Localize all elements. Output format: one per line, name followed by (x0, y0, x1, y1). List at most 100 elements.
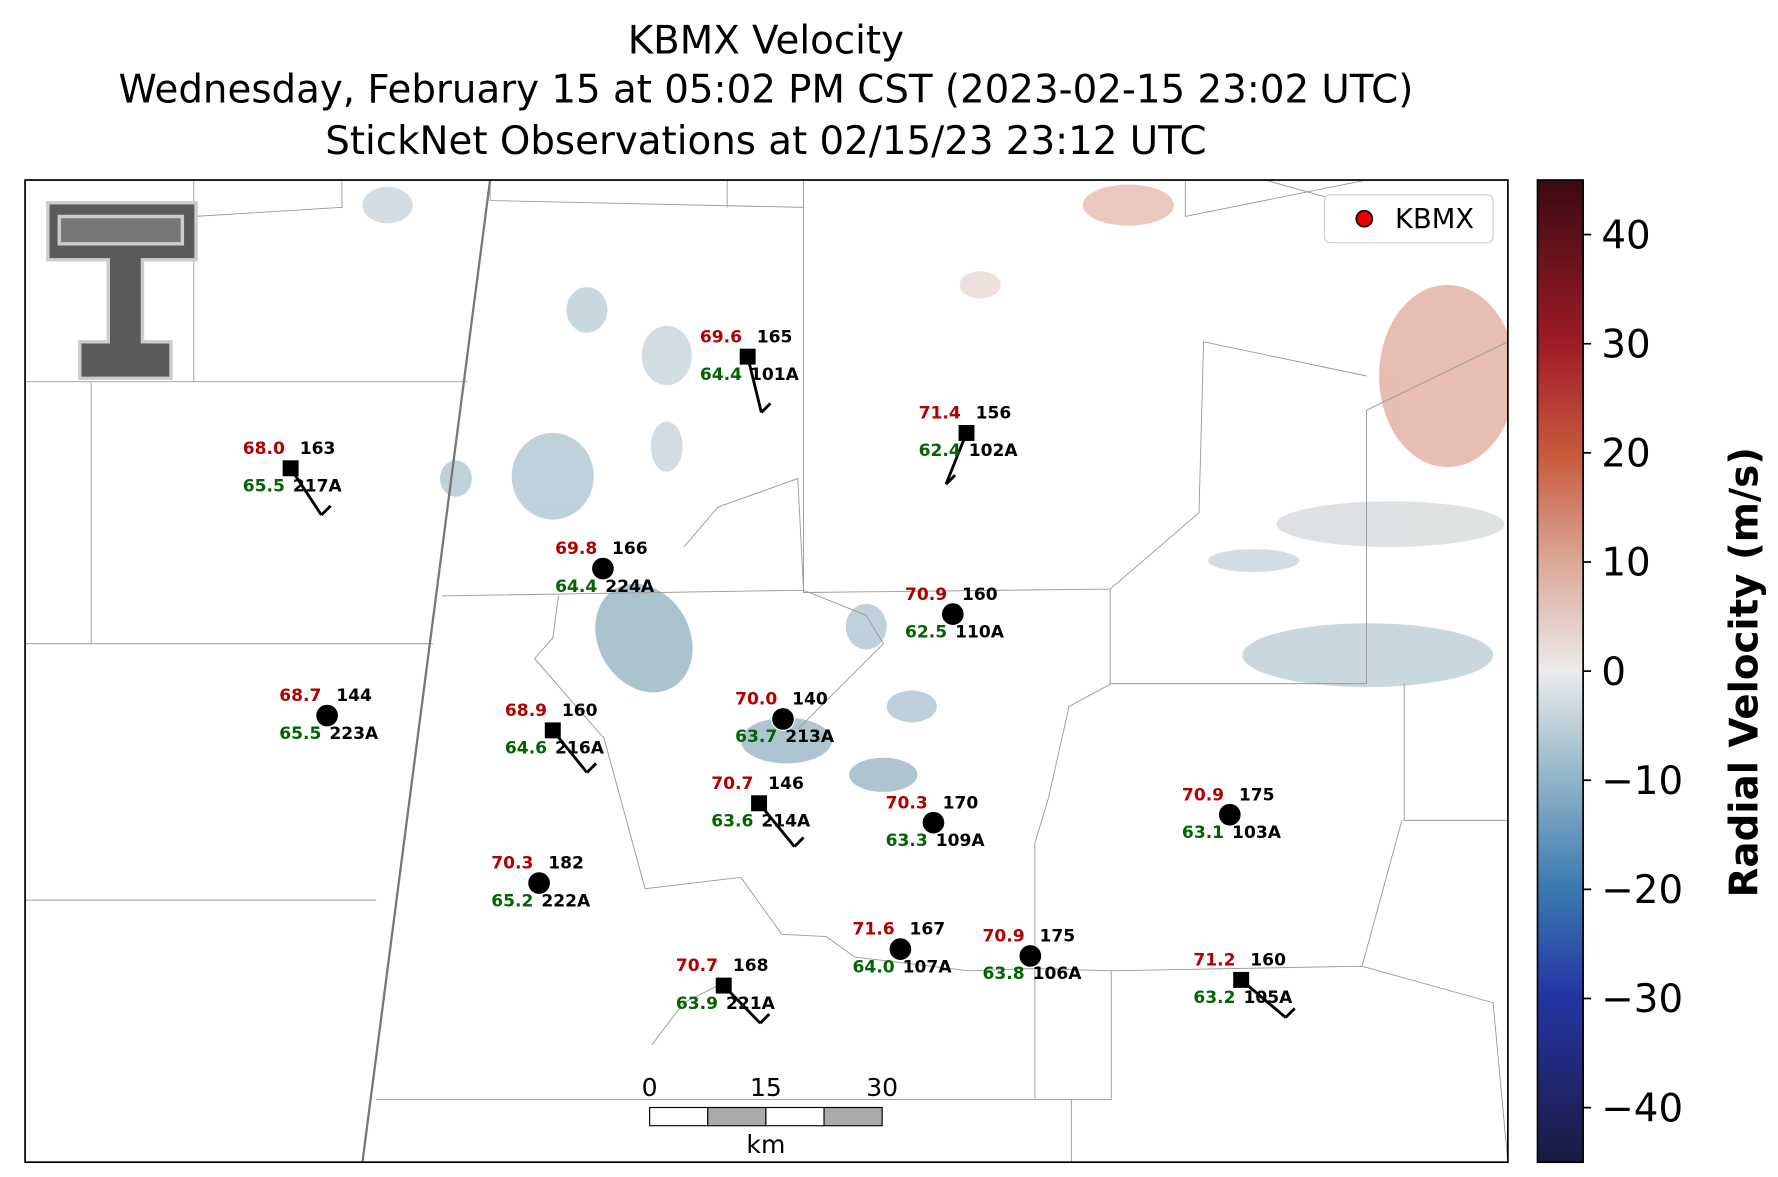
legend-label: KBMX (1395, 204, 1474, 235)
station-marker (715, 977, 732, 994)
temperature: 71.2 (1193, 951, 1235, 971)
temperature: 70.7 (676, 956, 718, 976)
station: 70.9 160 62.5 110A (905, 585, 1005, 643)
temperature: 70.9 (1182, 785, 1224, 805)
pressure: 160 (562, 701, 598, 721)
station-marker (315, 703, 340, 728)
scale-unit: km (746, 1130, 785, 1159)
dewpoint: 63.7 (735, 727, 777, 747)
station-id: 109A (936, 831, 986, 851)
station-marker (751, 795, 768, 812)
subtitle: StickNet Observations at 02/15/23 23:12 … (325, 119, 1206, 164)
station: 70.7 168 63.9 221A (676, 956, 776, 1025)
temperature: 70.3 (886, 793, 928, 813)
temperature: 68.9 (505, 701, 547, 721)
colorbar-tick-label: −30 (1601, 977, 1683, 1022)
dewpoint: 64.0 (853, 957, 895, 977)
temperature: 70.9 (982, 927, 1024, 947)
colorbar-tick-label: −40 (1601, 1086, 1683, 1131)
dewpoint: 65.5 (243, 477, 285, 497)
station-id: 106A (1033, 964, 1083, 984)
legend: KBMX (1323, 194, 1494, 244)
station-id: 221A (726, 994, 776, 1014)
station: 71.6 167 64.0 107A (853, 920, 953, 978)
dewpoint: 64.4 (700, 365, 742, 385)
station-marker (1018, 943, 1043, 968)
colorbar-tick-label: −20 (1601, 868, 1683, 913)
colorbar-tick-label: 10 (1601, 541, 1650, 586)
wind-barb (1284, 1007, 1296, 1019)
colorbar-tick-label: 0 (1601, 650, 1626, 695)
wind-barb (944, 474, 957, 486)
colorbar-tick-label: 20 (1601, 432, 1650, 477)
temperature: 70.0 (735, 690, 777, 710)
wind-barb (320, 504, 332, 517)
titles: KBMX Velocity Wednesday, February 15 at … (118, 19, 1413, 164)
station-id: 103A (1232, 823, 1282, 843)
station-id: 102A (969, 441, 1019, 461)
station: 68.7 144 65.5 223A (279, 686, 379, 744)
dewpoint: 64.4 (555, 577, 597, 597)
station-id: 216A (555, 739, 605, 759)
wind-barb (760, 402, 772, 414)
pressure: 166 (612, 539, 648, 559)
station-id: 107A (903, 957, 953, 977)
station-marker (1217, 802, 1242, 827)
scale-tick-label: 15 (750, 1073, 782, 1102)
dewpoint: 63.3 (886, 831, 928, 851)
title: KBMX Velocity (628, 19, 904, 64)
colorbar-tick-label: 40 (1601, 213, 1650, 258)
scale-tick-label: 0 (642, 1073, 658, 1102)
dewpoint: 62.4 (919, 441, 961, 461)
station-id: 224A (605, 577, 655, 597)
scale-segment (765, 1106, 825, 1127)
dewpoint: 64.6 (505, 739, 547, 759)
station-marker (888, 937, 913, 962)
pressure: 182 (548, 854, 584, 874)
temperature: 68.0 (243, 439, 285, 459)
station-id: 110A (955, 622, 1005, 642)
subtitle: Wednesday, February 15 at 05:02 PM CST (… (118, 68, 1413, 113)
temperature: 71.6 (853, 920, 895, 940)
temperature: 70.9 (905, 585, 947, 605)
station: 68.9 160 64.6 216A (505, 701, 605, 774)
station-id: 213A (785, 727, 835, 747)
station-marker (282, 460, 299, 477)
pressure: 175 (1039, 927, 1075, 947)
station-id: 101A (750, 365, 800, 385)
logo (46, 201, 198, 380)
station-marker (771, 706, 795, 731)
station: 70.0 140 63.7 213A (735, 690, 835, 748)
station: 69.6 165 64.4 101A (700, 327, 800, 414)
pressure: 146 (768, 774, 804, 794)
station-id: 105A (1243, 988, 1293, 1008)
temperature: 68.7 (279, 686, 321, 706)
station-id: 223A (329, 724, 379, 744)
station-id: 217A (293, 477, 343, 497)
station-marker (527, 871, 552, 895)
temperature: 70.3 (491, 854, 533, 874)
pressure: 167 (910, 920, 946, 940)
station-marker (940, 602, 965, 627)
dewpoint: 62.5 (905, 622, 947, 642)
station-marker (590, 556, 615, 581)
dewpoint: 65.5 (279, 724, 321, 744)
wind-barb (793, 836, 805, 848)
station: 71.4 156 62.4 102A (919, 404, 1019, 486)
station-marker (739, 348, 756, 365)
temperature: 69.8 (555, 539, 597, 559)
dewpoint: 63.8 (982, 964, 1024, 984)
colorbar-tick-label: 30 (1601, 322, 1650, 367)
station: 70.3 170 63.3 109A (886, 793, 986, 851)
temperature: 70.7 (711, 774, 753, 794)
station-marker (921, 810, 946, 835)
pressure: 165 (757, 327, 793, 347)
scale-segment (649, 1106, 709, 1127)
station: 69.8 166 64.4 224A (555, 539, 655, 597)
pressure: 160 (962, 585, 998, 605)
station: 71.2 160 63.2 105A (1193, 951, 1296, 1019)
station: 68.0 163 65.5 217A (243, 439, 343, 517)
station-marker (1233, 971, 1250, 988)
colorbar: Radial Velocity (m/s) −40 −30 −20 −10 0 10 20 3… (1536, 179, 1767, 1164)
